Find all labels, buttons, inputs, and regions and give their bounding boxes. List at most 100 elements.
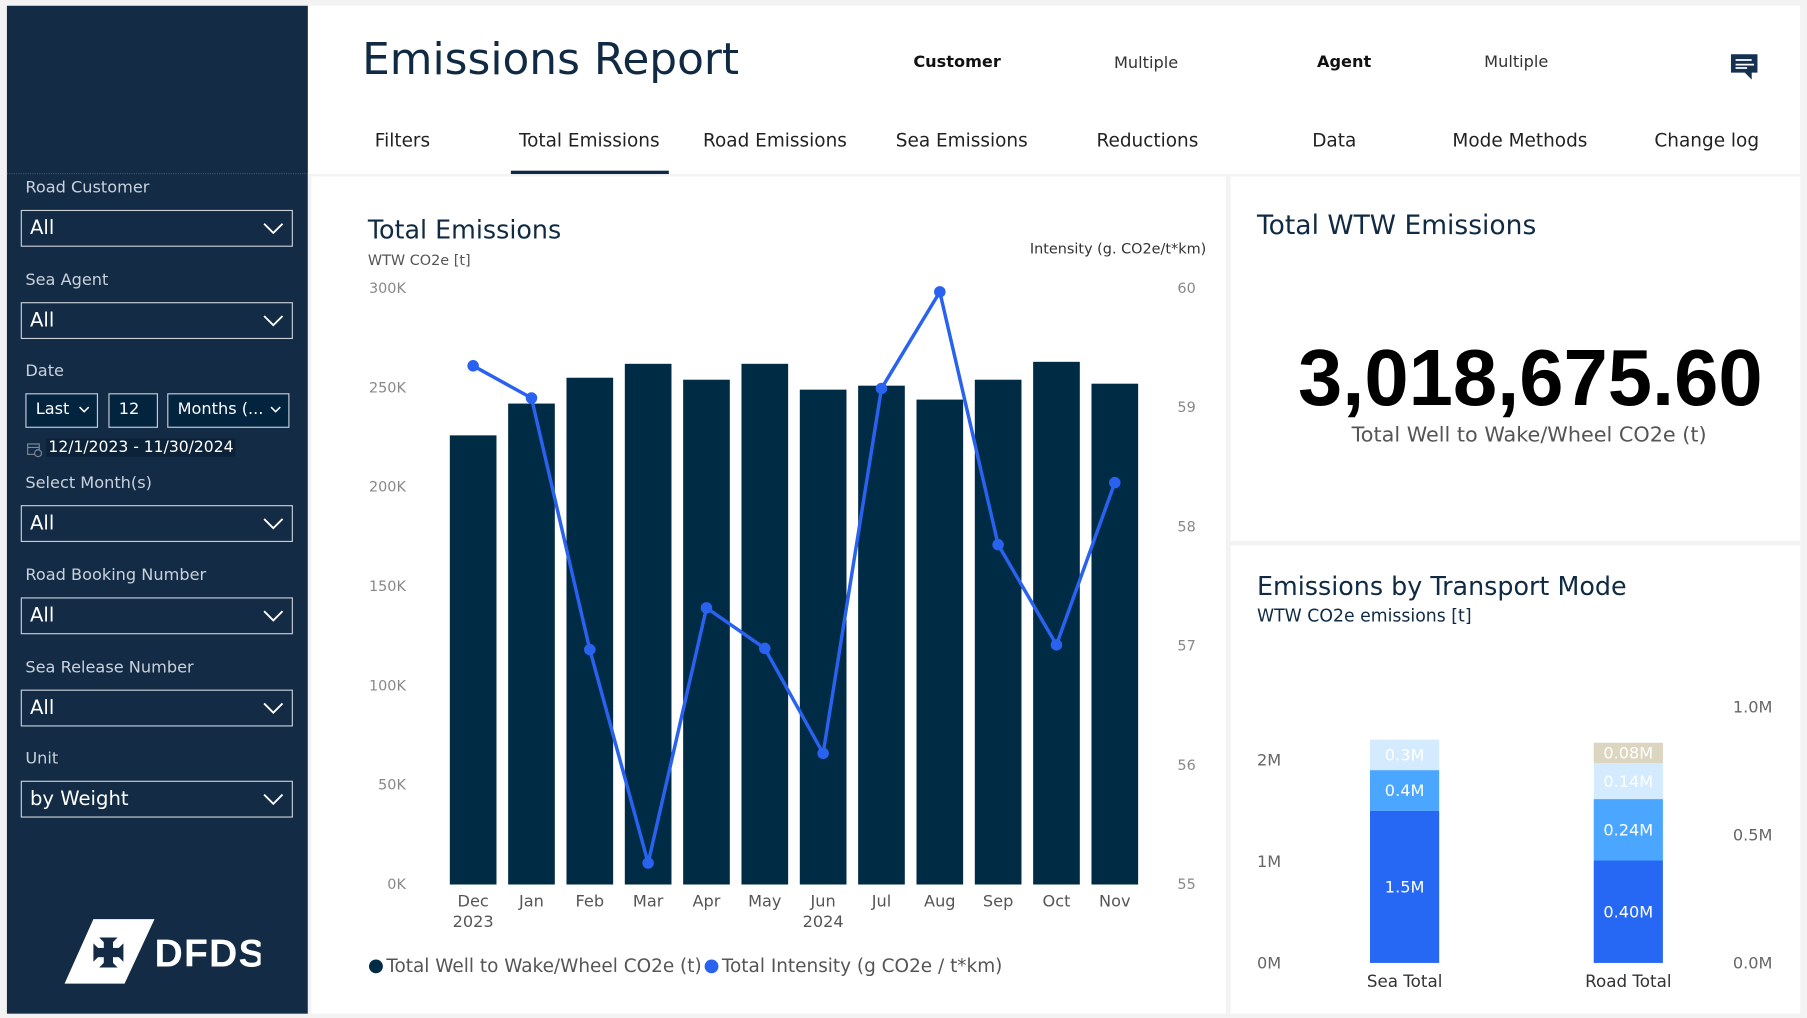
emissions-bar[interactable] (1033, 361, 1080, 885)
kpi-title: Total WTW Emissions (1256, 211, 1537, 242)
y-axis-title: WTW CO2e [t] (368, 253, 471, 269)
y-tick-label: 50K (378, 778, 406, 794)
tab-change-log[interactable]: Change log (1654, 129, 1760, 152)
road-booking-label: Road Booking Number (25, 566, 207, 585)
active-tab-indicator (510, 170, 669, 175)
stack-segment[interactable] (1370, 770, 1440, 811)
x-tick-label: Apr (693, 891, 721, 910)
sea-release-dropdown[interactable]: All (20, 689, 293, 727)
filter-sidebar: Road Customer All Sea Agent All Date Las… (6, 5, 308, 1014)
intensity-point[interactable] (525, 392, 538, 404)
calendar-clock-icon (27, 443, 43, 458)
unit-dropdown[interactable]: by Weight (20, 780, 293, 818)
intensity-point[interactable] (759, 642, 771, 655)
emissions-bar[interactable] (1091, 383, 1139, 885)
legend-label-emissions: Total Well to Wake/Wheel CO2e (t) (385, 956, 701, 977)
x-tick-label: Jul (871, 891, 891, 910)
intensity-point[interactable] (934, 286, 946, 298)
chevron-down-icon (263, 223, 284, 235)
y2-tick-label: 56 (1177, 758, 1195, 774)
emissions-bar[interactable] (449, 435, 497, 885)
emissions-bar[interactable] (799, 389, 847, 885)
transport-mode-chart: 0M 1M 2M 0.0M 0.5M 1.0M 1.5M 0.4M 0.3M Sea Total 0… (1257, 698, 1773, 991)
emissions-bar[interactable] (741, 363, 789, 885)
sea-agent-dropdown[interactable]: All (20, 302, 293, 340)
emissions-bar[interactable] (508, 403, 555, 885)
y-tick-label: 0K (387, 877, 406, 893)
segment-label: 0.3M (1385, 746, 1425, 765)
segment-label: 0.40M (1603, 902, 1653, 921)
intensity-point[interactable] (1050, 639, 1063, 651)
dropdown-value: Months (... (177, 400, 264, 419)
y2-tick-label: 57 (1177, 639, 1195, 655)
y2-tick-label: 55 (1177, 877, 1195, 893)
x-tick-label: Dec (458, 891, 489, 910)
intensity-point[interactable] (875, 382, 888, 395)
date-range-text: 12/1/2023 - 11/30/2024 (46, 438, 236, 457)
x-tick-label: Aug (924, 891, 956, 910)
dropdown-value: All (29, 512, 55, 536)
date-label: Date (25, 362, 64, 381)
stack-segment[interactable] (1593, 799, 1663, 861)
tab-filters[interactable]: Filters (374, 129, 431, 152)
intensity-point[interactable] (642, 857, 654, 869)
stack-segment[interactable] (1593, 742, 1663, 764)
x-tick-label: Sep (983, 891, 1013, 910)
intensity-point[interactable] (817, 747, 829, 760)
intensity-point[interactable] (1109, 476, 1121, 489)
total-emissions-chart: Total Emissions WTW CO2e [t] Intensity (g.… (367, 215, 1206, 977)
x-tick-label: May (748, 891, 782, 910)
tab-sea-emissions[interactable]: Sea Emissions (895, 129, 1028, 152)
intensity-line (472, 287, 1117, 864)
emissions-bar[interactable] (858, 385, 905, 885)
comment-lines-icon[interactable] (1730, 53, 1760, 81)
intensity-point[interactable] (584, 643, 596, 656)
y2-tick-label: 58 (1177, 519, 1195, 535)
main-area: Emissions Report Customer Multiple Agent… (307, 5, 1801, 1014)
stack-segment[interactable] (1593, 763, 1663, 800)
divider (6, 172, 308, 175)
dropdown-value: by Weight (29, 787, 129, 811)
y2-tick-label: 59 (1177, 400, 1195, 416)
x-tick-label: Jan (518, 891, 544, 910)
select-months-dropdown[interactable]: All (20, 505, 293, 543)
segment-label: 0.4M (1385, 781, 1425, 800)
customer-label: Customer (913, 53, 1001, 72)
kpi-value: 3,018,675.60 (1297, 333, 1763, 423)
chart-title: Total Emissions (367, 215, 561, 245)
chart-title: Emissions by Transport Mode (1256, 573, 1627, 602)
date-unit-dropdown[interactable]: Months (... (167, 393, 290, 428)
input-value: 12 (118, 400, 140, 419)
dropdown-value: Last (35, 400, 70, 419)
y2-tick-label: 1.0M (1733, 698, 1773, 717)
road-booking-dropdown[interactable]: All (20, 597, 293, 635)
chevron-down-icon (263, 315, 284, 327)
stack-segment[interactable] (1370, 810, 1440, 963)
date-mode-dropdown[interactable]: Last (25, 393, 99, 428)
tab-mode-methods[interactable]: Mode Methods (1452, 129, 1588, 152)
tab-reductions[interactable]: Reductions (1096, 129, 1199, 152)
total-emissions-panel: Total Emissions WTW CO2e [t] Intensity (g.… (311, 176, 1226, 1014)
customer-value: Multiple (1113, 54, 1179, 73)
emissions-bar[interactable] (974, 379, 1022, 885)
page-title: Emissions Report (362, 33, 740, 85)
agent-label: Agent (1316, 53, 1372, 72)
stack-segment[interactable] (1370, 739, 1440, 771)
transport-mode-panel: Emissions by Transport Mode WTW CO2e emi… (1230, 545, 1801, 1014)
emissions-bar[interactable] (916, 399, 964, 885)
intensity-point[interactable] (467, 360, 479, 372)
category-label: Road Total (1585, 971, 1671, 991)
emissions-bar[interactable] (683, 379, 730, 885)
tab-road-emissions[interactable]: Road Emissions (703, 129, 847, 152)
tab-data[interactable]: Data (1312, 129, 1357, 152)
intensity-point[interactable] (700, 602, 713, 614)
tab-total-emissions[interactable]: Total Emissions (518, 129, 660, 152)
intensity-point[interactable] (992, 538, 1004, 551)
stack-segment[interactable] (1593, 860, 1663, 963)
road-customer-dropdown[interactable]: All (20, 209, 293, 247)
date-count-input[interactable]: 12 (108, 393, 158, 428)
kpi-panel: Total WTW Emissions 3,018,675.60 Total W… (1230, 176, 1801, 541)
dfds-logo: DFDS (64, 917, 265, 986)
emissions-bar[interactable] (566, 377, 614, 885)
y-tick-label: 2M (1257, 751, 1281, 770)
